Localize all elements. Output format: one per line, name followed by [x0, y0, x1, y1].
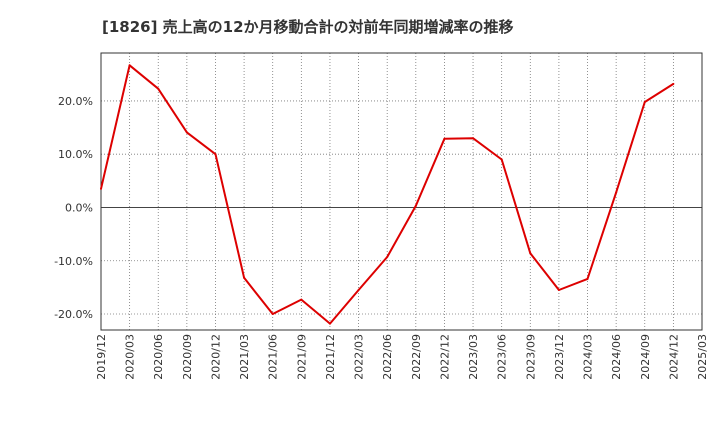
data-point — [243, 276, 246, 279]
data-point — [100, 187, 102, 190]
data-point — [300, 298, 303, 301]
x-tick-label: 2023/12 — [553, 334, 566, 380]
data-point — [214, 153, 217, 156]
x-tick-label: 2024/03 — [582, 334, 595, 380]
data-point — [615, 191, 618, 194]
data-point — [157, 87, 160, 90]
data-point — [185, 131, 188, 134]
x-tick-label: 2022/09 — [410, 334, 423, 380]
y-tick-label: 20.0% — [58, 95, 93, 108]
x-tick-label: 2023/09 — [524, 334, 537, 380]
x-tick-label: 2022/03 — [353, 334, 366, 380]
x-tick-label: 2019/12 — [95, 334, 108, 380]
data-point — [586, 277, 589, 280]
x-tick-label: 2024/09 — [639, 334, 652, 380]
x-tick-label: 2020/12 — [209, 334, 222, 380]
data-point — [328, 322, 331, 325]
data-point — [557, 289, 560, 292]
data-point — [386, 256, 389, 259]
data-point — [500, 158, 503, 161]
data-point — [357, 289, 360, 292]
x-tick-label: 2022/12 — [438, 334, 451, 380]
y-tick-label: 0.0% — [65, 201, 93, 214]
x-tick-label: 2023/03 — [467, 334, 480, 380]
series-layer — [100, 64, 675, 325]
x-tick-label: 2021/03 — [238, 334, 251, 380]
x-tick-label: 2020/03 — [124, 334, 137, 380]
data-point — [271, 313, 274, 316]
data-point — [128, 64, 131, 67]
x-tick-label: 2023/06 — [496, 334, 509, 380]
x-tick-label: 2021/09 — [295, 334, 308, 380]
data-point — [529, 252, 532, 255]
grid — [101, 53, 702, 330]
y-tick-label: 10.0% — [58, 148, 93, 161]
data-point — [643, 101, 646, 104]
y-tick-label: -20.0% — [54, 308, 93, 321]
data-point — [672, 82, 675, 85]
data-point — [472, 137, 475, 140]
axes: 20.0% 10.0% 0.0% -10.0% -20.0%2019/12 2020/03… — [54, 95, 709, 380]
data-point — [414, 204, 417, 207]
x-tick-label: 2024/12 — [667, 334, 680, 380]
x-tick-label: 2020/06 — [152, 334, 165, 380]
x-tick-label: 2022/06 — [381, 334, 394, 380]
chart-title: [1826] 売上高の12か月移動合計の対前年同期増減率の推移 — [102, 18, 514, 36]
x-tick-label: 2021/06 — [267, 334, 280, 380]
x-tick-label: 2020/09 — [181, 334, 194, 380]
data-point — [443, 137, 446, 140]
y-tick-label: -10.0% — [54, 255, 93, 268]
x-tick-label: 2024/06 — [610, 334, 623, 380]
plot-area-frame — [100, 52, 703, 331]
x-tick-label: 2021/12 — [324, 334, 337, 380]
x-tick-label: 2025/03 — [696, 334, 709, 380]
